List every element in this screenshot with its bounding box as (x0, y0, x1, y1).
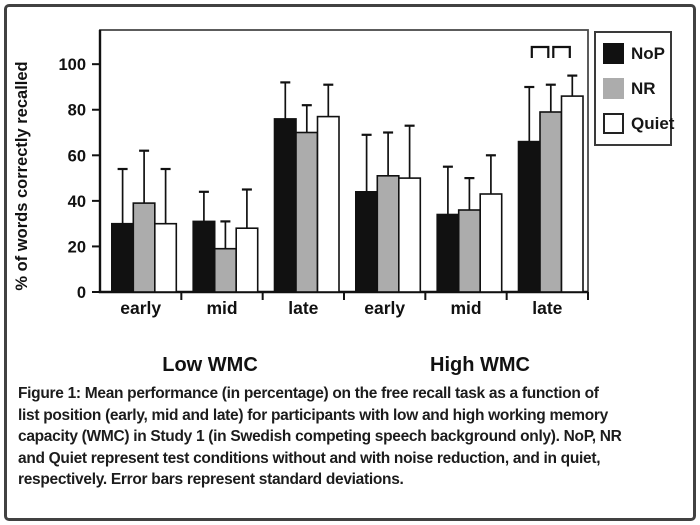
category-label: late (532, 298, 562, 318)
nop-swatch-icon (603, 43, 624, 64)
bar-NR-0 (132, 202, 156, 293)
y-tick-label: 0 (77, 284, 86, 302)
bar-NoP-2 (273, 118, 297, 293)
y-axis-label: % of words correctly recalled (13, 61, 31, 290)
y-tick-label: 60 (68, 147, 86, 165)
figure-caption: Figure 1: Mean performance (in percentag… (18, 385, 622, 489)
legend-label-nop: NoP (631, 44, 665, 63)
bar-NR-2 (295, 131, 319, 293)
chart-svg: 0 20 40 60 80 100 early mid late early mid late Low … (13, 29, 589, 376)
bar-Quiet-4 (479, 193, 503, 293)
bar-NoP-1 (192, 220, 216, 293)
group-label: High WMC (430, 354, 530, 376)
bar-NoP-0 (111, 222, 135, 293)
legend-item-quiet: Quiet (603, 113, 674, 134)
category-label: early (120, 298, 161, 318)
y-tick-label: 100 (58, 56, 86, 74)
group-label: Low WMC (162, 354, 258, 376)
bar-NoP-4 (436, 213, 460, 293)
bar-Quiet-3 (397, 177, 422, 293)
y-tick-label: 40 (68, 193, 86, 211)
bar-Quiet-5 (560, 95, 584, 293)
legend-item-nop: NoP (603, 43, 666, 64)
sig-bracket (530, 45, 550, 58)
bar-NR-5 (539, 111, 563, 293)
sig-bracket (552, 45, 571, 58)
quiet-swatch-icon (603, 113, 624, 134)
legend: NoP NR Quiet (594, 31, 674, 146)
bar-NoP-3 (354, 191, 379, 293)
bar-Quiet-2 (316, 115, 340, 293)
y-tick-label: 20 (68, 238, 86, 256)
legend-label-quiet: Quiet (631, 114, 675, 133)
category-label: mid (206, 298, 237, 318)
y-tick-label: 80 (68, 102, 86, 120)
bar-NoP-5 (517, 140, 541, 293)
category-label: early (364, 298, 405, 318)
bar-Quiet-1 (235, 227, 259, 293)
nr-swatch-icon (603, 78, 624, 99)
bar-NR-3 (376, 175, 400, 293)
bar-NR-1 (213, 247, 237, 293)
bar-NR-4 (457, 209, 482, 293)
legend-label-nr: NR (631, 79, 656, 98)
category-label: mid (450, 298, 481, 318)
legend-item-nr: NR (603, 78, 666, 99)
bar-Quiet-0 (154, 222, 178, 293)
category-label: late (288, 298, 318, 318)
